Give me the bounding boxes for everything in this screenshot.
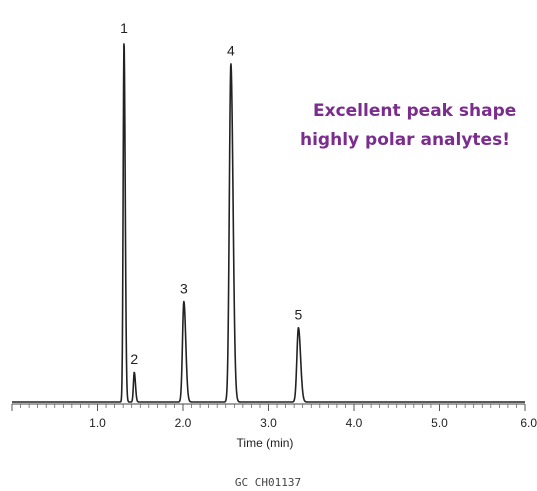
annotation-line-1: Excellent peak shape <box>313 101 516 121</box>
x-tick-label: 4.0 <box>346 416 363 430</box>
peak-label: 1 <box>120 20 128 36</box>
plot-area <box>11 43 526 403</box>
peak-label: 4 <box>227 43 235 59</box>
peak-label: 5 <box>295 307 303 323</box>
peak-labels: 1 2 3 4 5 <box>120 20 302 367</box>
x-axis-title: Time (min) <box>237 436 294 450</box>
x-tick-label: 3.0 <box>260 416 277 430</box>
figure-id: GC CH01137 <box>235 476 301 489</box>
annotation: Excellent peak shape highly polar analyt… <box>300 101 516 150</box>
x-tick-label: 2.0 <box>175 416 192 430</box>
annotation-line-2: highly polar analytes! <box>300 130 510 150</box>
x-tick-label: 1.0 <box>89 416 106 430</box>
peak-label: 3 <box>180 281 188 297</box>
x-axis: 1.0 2.0 3.0 4.0 5.0 6.0 <box>11 403 537 430</box>
peak-label: 2 <box>130 351 138 367</box>
x-tick-label: 5.0 <box>431 416 448 430</box>
chromatogram-trace <box>11 43 526 403</box>
x-tick-label: 6.0 <box>520 416 537 430</box>
